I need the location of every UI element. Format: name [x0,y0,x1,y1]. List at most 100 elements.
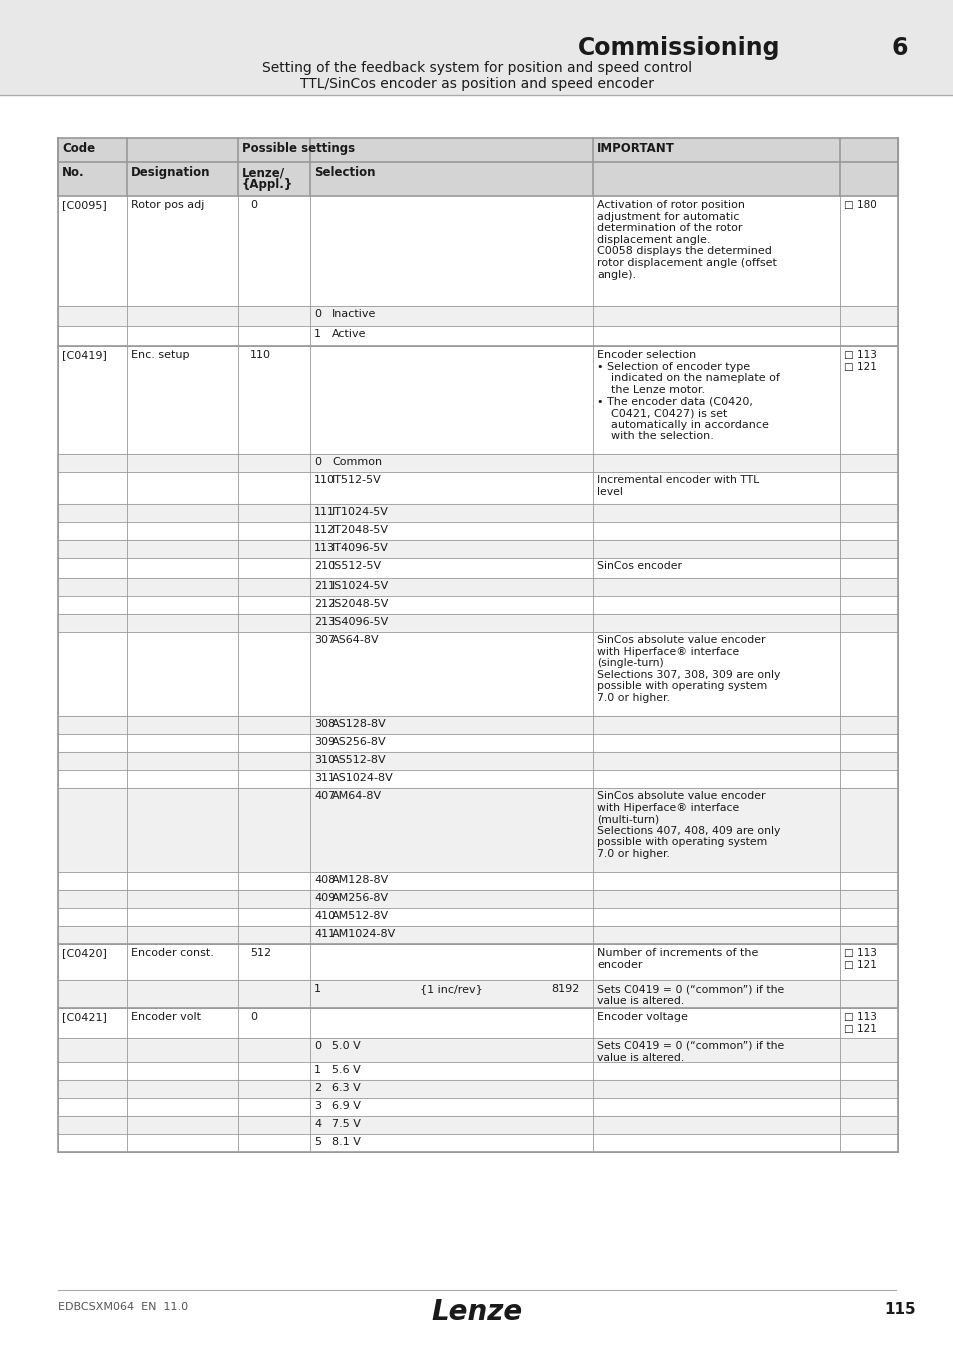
Bar [58,788,897,872]
Text: Sets C0419 = 0 (“common”) if the
value is altered.: Sets C0419 = 0 (“common”) if the value i… [597,1041,783,1062]
Text: 112: 112 [314,525,335,535]
Text: 6.9 V: 6.9 V [332,1102,360,1111]
Text: Setting of the feedback system for position and speed control: Setting of the feedback system for posit… [262,61,691,76]
Text: IT4096-5V: IT4096-5V [332,543,389,554]
Text: 407: 407 [314,791,335,801]
Bar [58,595,897,614]
Bar [58,1008,897,1038]
Bar [58,632,897,716]
Bar [58,346,897,454]
Text: 0: 0 [314,1041,320,1052]
Text: □ 113
□ 121: □ 113 □ 121 [843,1012,876,1034]
Text: IS512-5V: IS512-5V [332,562,382,571]
Bar [58,716,897,734]
Text: 115: 115 [883,1301,915,1318]
Text: Rotor pos adj: Rotor pos adj [131,200,204,211]
Text: Number of increments of the
encoder: Number of increments of the encoder [597,948,758,969]
Bar [58,734,897,752]
Bar [58,1134,897,1152]
Text: 8192: 8192 [551,984,578,994]
Text: 6.3 V: 6.3 V [332,1083,360,1094]
Bar [58,162,897,196]
Text: 1: 1 [314,329,320,339]
Text: EDBCSXM064  EN  11.0: EDBCSXM064 EN 11.0 [58,1301,188,1312]
Bar [58,472,897,504]
Text: Enc. setup: Enc. setup [131,350,190,360]
Text: 111: 111 [314,508,335,517]
Text: 308: 308 [314,720,335,729]
Bar [58,1038,897,1062]
Text: □ 113
□ 121: □ 113 □ 121 [843,948,876,969]
Text: 5.0 V: 5.0 V [332,1041,360,1052]
Text: 311: 311 [314,774,335,783]
Text: AM512-8V: AM512-8V [332,911,389,921]
Bar [58,1080,897,1098]
Text: Common: Common [332,458,382,467]
Bar [58,558,897,578]
Bar [58,196,897,306]
Text: 5.6 V: 5.6 V [332,1065,360,1075]
Text: 113: 113 [314,543,335,554]
Text: Inactive: Inactive [332,309,376,319]
Text: 212: 212 [314,599,335,609]
Text: AM64-8V: AM64-8V [332,791,382,801]
Text: 2: 2 [314,1083,321,1094]
Text: AS256-8V: AS256-8V [332,737,386,747]
Text: Incremental encoder with TTL
level: Incremental encoder with TTL level [597,475,759,497]
Text: 5: 5 [314,1137,320,1148]
Text: Designation: Designation [131,166,211,180]
Text: 408: 408 [314,875,335,886]
Bar [58,769,897,788]
Text: Activation of rotor position
adjustment for automatic
determination of the rotor: Activation of rotor position adjustment … [597,200,776,279]
Bar [58,1116,897,1134]
Bar [58,454,897,472]
Bar [58,752,897,769]
Text: AS64-8V: AS64-8V [332,634,379,645]
Text: 0: 0 [314,309,320,319]
Text: IS2048-5V: IS2048-5V [332,599,389,609]
Bar [58,872,897,890]
Bar [58,138,897,162]
Text: 409: 409 [314,892,335,903]
Text: Lenze/: Lenze/ [242,166,285,180]
Text: 1: 1 [314,1065,320,1075]
Bar [58,1062,897,1080]
Text: 7.5 V: 7.5 V [332,1119,360,1129]
Text: IT1024-5V: IT1024-5V [332,508,389,517]
Text: 0: 0 [250,1012,256,1022]
Text: IMPORTANT: IMPORTANT [597,142,674,155]
Text: 3: 3 [314,1102,320,1111]
Text: [C0095]: [C0095] [62,200,107,211]
Text: 110: 110 [314,475,335,485]
Text: AM1024-8V: AM1024-8V [332,929,395,940]
Bar [58,890,897,909]
Text: Encoder volt: Encoder volt [131,1012,201,1022]
Text: TTL/SinCos encoder as position and speed encoder: TTL/SinCos encoder as position and speed… [299,77,654,90]
Bar [58,980,897,1008]
Text: 310: 310 [314,755,335,765]
Text: Possible settings: Possible settings [242,142,355,155]
Text: 210: 210 [314,562,335,571]
Text: SinCos absolute value encoder
with Hiperface® interface
(single-turn)
Selections: SinCos absolute value encoder with Hiper… [597,634,780,703]
Text: AS512-8V: AS512-8V [332,755,386,765]
Bar [58,614,897,632]
Bar [58,325,897,346]
Text: Encoder voltage: Encoder voltage [597,1012,687,1022]
Text: IS1024-5V: IS1024-5V [332,580,389,591]
Text: AM256-8V: AM256-8V [332,892,389,903]
Text: Active: Active [332,329,366,339]
Text: Selection: Selection [314,166,375,180]
Text: No.: No. [62,166,85,180]
Text: [C0420]: [C0420] [62,948,107,958]
Text: [C0419]: [C0419] [62,350,107,360]
Bar [58,522,897,540]
Text: 110: 110 [250,350,271,360]
Text: Sets C0419 = 0 (“common”) if the
value is altered.: Sets C0419 = 0 (“common”) if the value i… [597,984,783,1006]
Text: 1: 1 [314,984,320,994]
Text: SinCos absolute value encoder
with Hiperface® interface
(multi-turn)
Selections : SinCos absolute value encoder with Hiper… [597,791,780,859]
Text: Encoder selection
• Selection of encoder type
    indicated on the nameplate of
: Encoder selection • Selection of encoder… [597,350,779,441]
Bar [58,504,897,522]
Text: 0: 0 [250,200,256,211]
Text: □ 113
□ 121: □ 113 □ 121 [843,350,876,371]
Text: Code: Code [62,142,95,155]
